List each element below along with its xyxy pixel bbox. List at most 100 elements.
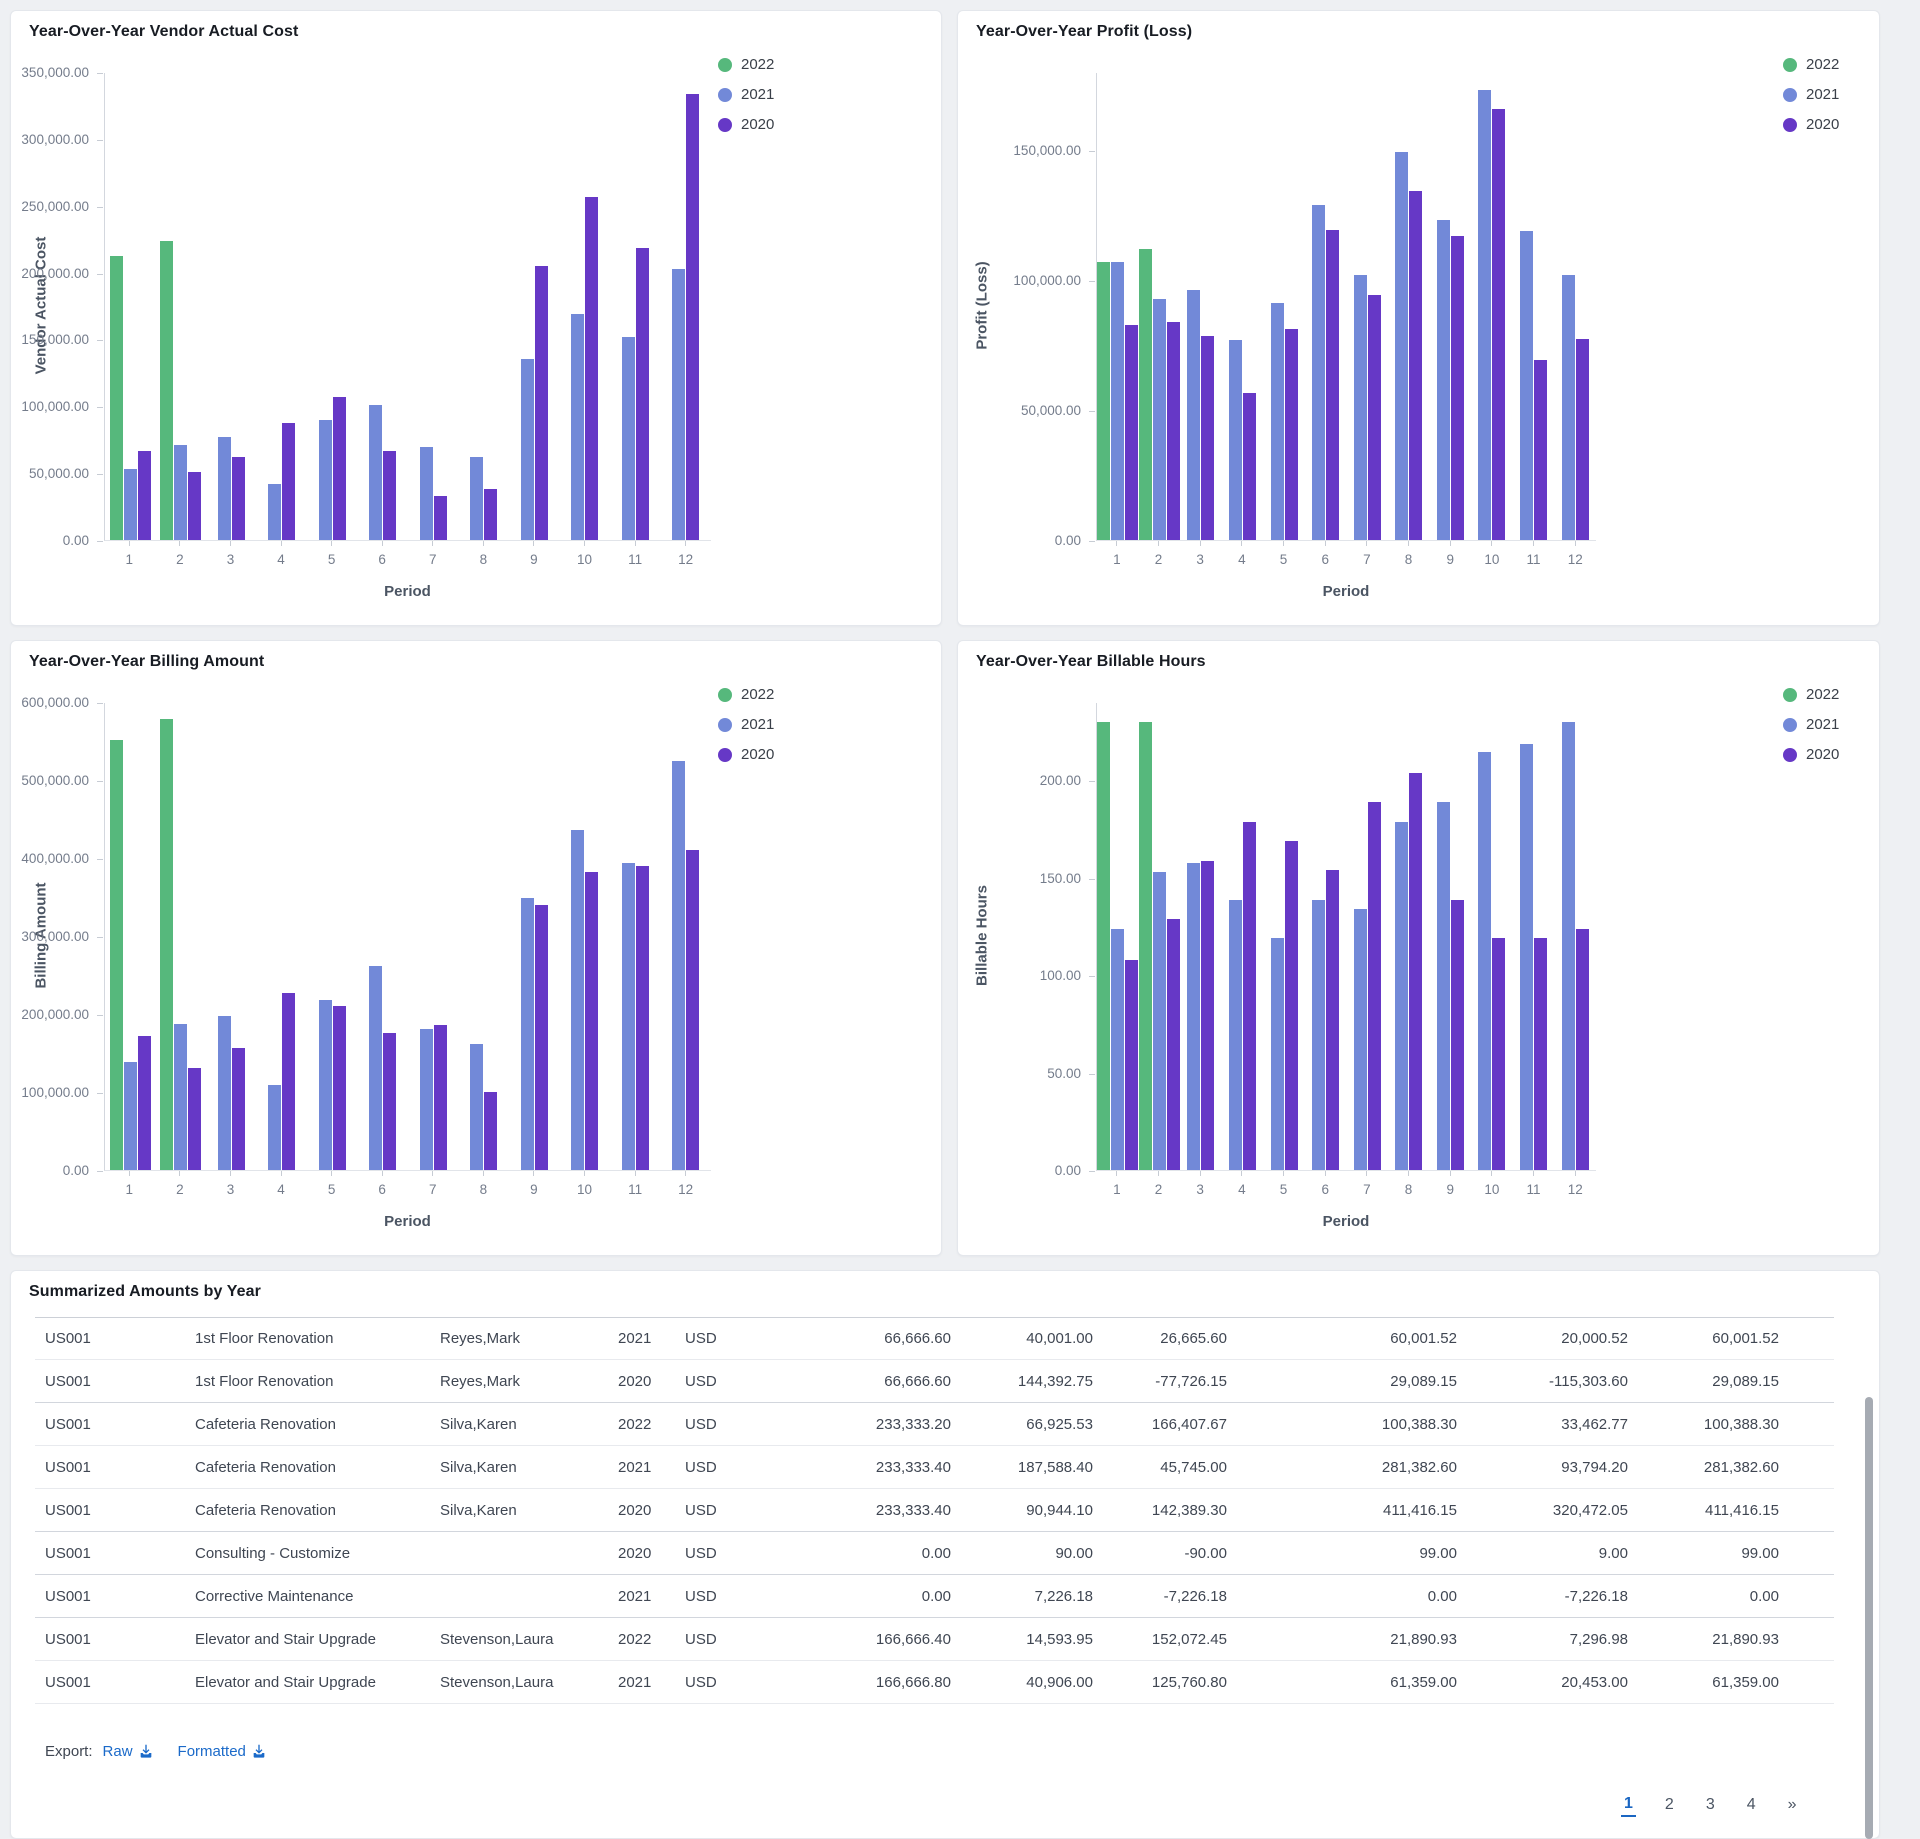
bar-2021-period-4[interactable] xyxy=(268,1085,282,1170)
bar-2021-period-10[interactable] xyxy=(571,829,585,1170)
bar-2020-period-7[interactable] xyxy=(1367,802,1381,1170)
bar-2021-period-4[interactable] xyxy=(1229,340,1243,540)
bar-2021-period-3[interactable] xyxy=(217,1016,231,1170)
bar-2020-period-5[interactable] xyxy=(1284,841,1298,1170)
table-row[interactable]: US001 1st Floor Renovation Reyes,Mark 2021 U… xyxy=(11,1317,1879,1360)
bar-2021-period-5[interactable] xyxy=(318,1000,332,1170)
bar-2021-period-12[interactable] xyxy=(1561,722,1575,1170)
bar-2022-period-2[interactable] xyxy=(1138,249,1152,540)
bar-2021-period-2[interactable] xyxy=(174,1024,188,1170)
bar-2021-period-11[interactable] xyxy=(621,336,635,540)
legend-item-2020[interactable]: 2020 xyxy=(718,746,774,763)
bar-2020-period-7[interactable] xyxy=(433,1024,447,1170)
bar-2021-period-1[interactable] xyxy=(123,468,137,540)
bar-2021-period-7[interactable] xyxy=(1353,909,1367,1170)
bar-2020-period-2[interactable] xyxy=(188,1068,202,1170)
bar-2022-period-1[interactable] xyxy=(1097,722,1111,1170)
bar-2020-period-11[interactable] xyxy=(635,248,649,540)
bar-2021-period-5[interactable] xyxy=(318,419,332,540)
bar-2020-period-10[interactable] xyxy=(1492,109,1506,540)
bar-2020-period-8[interactable] xyxy=(484,488,498,540)
next-page-button[interactable]: » xyxy=(1787,1796,1797,1813)
bar-2022-period-1[interactable] xyxy=(109,255,123,540)
bar-2021-period-8[interactable] xyxy=(470,457,484,540)
bar-2020-period-6[interactable] xyxy=(1326,870,1340,1170)
bar-2021-period-8[interactable] xyxy=(1395,821,1409,1170)
bar-2020-period-6[interactable] xyxy=(1326,229,1340,540)
bar-2021-period-2[interactable] xyxy=(174,444,188,540)
bar-2020-period-9[interactable] xyxy=(534,266,548,540)
legend-item-2020[interactable]: 2020 xyxy=(1783,746,1839,763)
legend-item-2021[interactable]: 2021 xyxy=(1783,86,1839,103)
bar-2022-period-1[interactable] xyxy=(1097,262,1111,540)
bar-2020-period-7[interactable] xyxy=(1367,294,1381,540)
bar-2021-period-6[interactable] xyxy=(369,404,383,540)
bar-2021-period-6[interactable] xyxy=(1312,205,1326,540)
bar-2021-period-11[interactable] xyxy=(621,862,635,1170)
legend-item-2022[interactable]: 2022 xyxy=(1783,56,1839,73)
legend-item-2021[interactable]: 2021 xyxy=(718,716,774,733)
bar-2021-period-10[interactable] xyxy=(1478,89,1492,540)
bar-2020-period-12[interactable] xyxy=(1575,928,1589,1170)
bar-2021-period-2[interactable] xyxy=(1152,872,1166,1170)
bar-2020-period-12[interactable] xyxy=(686,850,700,1170)
bar-2021-period-12[interactable] xyxy=(1561,275,1575,540)
bar-2021-period-6[interactable] xyxy=(1312,899,1326,1170)
bar-2021-period-8[interactable] xyxy=(1395,152,1409,540)
bar-2021-period-8[interactable] xyxy=(470,1043,484,1170)
bar-2020-period-6[interactable] xyxy=(383,1033,397,1170)
bar-2021-period-4[interactable] xyxy=(1229,899,1243,1170)
bar-2020-period-4[interactable] xyxy=(282,993,296,1170)
bar-2020-period-3[interactable] xyxy=(1201,860,1215,1170)
bar-2020-period-3[interactable] xyxy=(231,457,245,540)
bar-2020-period-10[interactable] xyxy=(585,871,599,1170)
export-formatted-link[interactable]: Formatted xyxy=(178,1743,267,1760)
bar-2020-period-4[interactable] xyxy=(1243,393,1257,540)
legend-item-2021[interactable]: 2021 xyxy=(718,86,774,103)
bar-2021-period-9[interactable] xyxy=(520,897,534,1170)
bar-2021-period-7[interactable] xyxy=(419,446,433,540)
legend-item-2021[interactable]: 2021 xyxy=(1783,716,1839,733)
legend-item-2022[interactable]: 2022 xyxy=(718,686,774,703)
bar-2022-period-2[interactable] xyxy=(160,241,174,540)
bar-2020-period-5[interactable] xyxy=(332,1005,346,1170)
bar-2021-period-2[interactable] xyxy=(1152,298,1166,540)
legend-item-2020[interactable]: 2020 xyxy=(718,116,774,133)
table-row[interactable]: US001 Corrective Maintenance 2021 USD 0.00 7,… xyxy=(11,1575,1879,1618)
bar-2021-period-5[interactable] xyxy=(1270,302,1284,540)
bar-2020-period-4[interactable] xyxy=(282,423,296,540)
page-button-3[interactable]: 3 xyxy=(1705,1796,1715,1813)
table-row[interactable]: US001 Cafeteria Renovation Silva,Karen 2020… xyxy=(11,1489,1879,1532)
bar-2021-period-7[interactable] xyxy=(419,1028,433,1170)
bar-2021-period-1[interactable] xyxy=(123,1061,137,1170)
bar-2020-period-5[interactable] xyxy=(1284,328,1298,540)
bar-2020-period-9[interactable] xyxy=(1450,899,1464,1170)
page-button-2[interactable]: 2 xyxy=(1664,1796,1674,1813)
bar-2020-period-4[interactable] xyxy=(1243,821,1257,1170)
table-row[interactable]: US001 Cafeteria Renovation Silva,Karen 2022… xyxy=(11,1403,1879,1446)
table-row[interactable]: US001 Cafeteria Renovation Silva,Karen 2021… xyxy=(11,1446,1879,1489)
table-row[interactable]: US001 Consulting - Customize 2020 USD 0.00 90… xyxy=(11,1532,1879,1575)
bar-2020-period-1[interactable] xyxy=(137,1036,151,1170)
bar-2021-period-3[interactable] xyxy=(1187,289,1201,540)
table-row[interactable]: US001 Elevator and Stair Upgrade Stevenson… xyxy=(11,1618,1879,1661)
table-row[interactable]: US001 1st Floor Renovation Reyes,Mark 2020 U… xyxy=(11,1360,1879,1403)
bar-2020-period-1[interactable] xyxy=(1125,959,1139,1170)
page-button-1[interactable]: 1 xyxy=(1621,1793,1636,1817)
bar-2021-period-7[interactable] xyxy=(1353,275,1367,540)
bar-2021-period-1[interactable] xyxy=(1111,928,1125,1170)
bar-2021-period-3[interactable] xyxy=(1187,862,1201,1170)
bar-2021-period-4[interactable] xyxy=(268,483,282,540)
page-button-4[interactable]: 4 xyxy=(1746,1796,1756,1813)
bar-2020-period-1[interactable] xyxy=(137,450,151,540)
bar-2021-period-12[interactable] xyxy=(672,761,686,1170)
bar-2021-period-9[interactable] xyxy=(1436,802,1450,1170)
bar-2020-period-12[interactable] xyxy=(1575,338,1589,540)
bar-2020-period-6[interactable] xyxy=(383,450,397,540)
bar-2021-period-5[interactable] xyxy=(1270,938,1284,1170)
bar-2020-period-2[interactable] xyxy=(1166,322,1180,540)
bar-2022-period-2[interactable] xyxy=(160,718,174,1170)
legend-item-2020[interactable]: 2020 xyxy=(1783,116,1839,133)
bar-2021-period-11[interactable] xyxy=(1520,231,1534,540)
bar-2020-period-2[interactable] xyxy=(1166,919,1180,1170)
